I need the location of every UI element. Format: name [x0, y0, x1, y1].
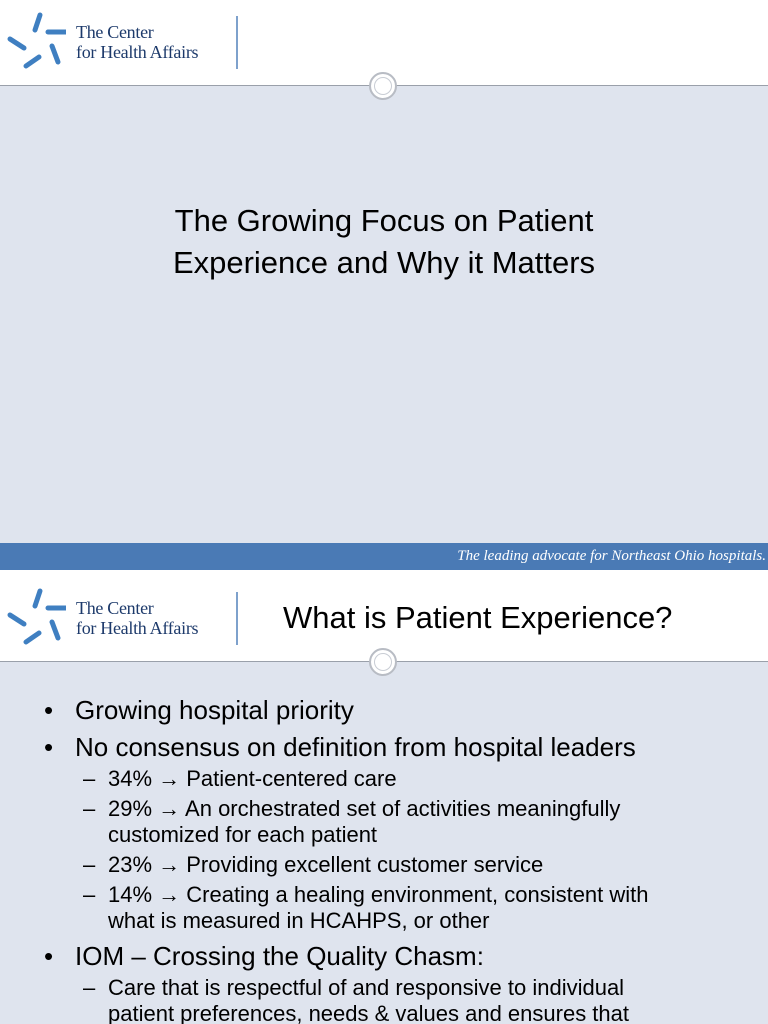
bullet-text: No consensus on definition from hospital…: [75, 732, 636, 762]
sub-bullet: 23% → Providing excellent customer servi…: [83, 852, 668, 878]
header-ornament: [369, 72, 397, 100]
logo-line: The Center: [76, 598, 154, 618]
bullet-text: IOM – Crossing the Quality Chasm:: [75, 941, 484, 971]
title-slide: The Center for Health Affairs The Growin…: [0, 0, 768, 570]
bullet-text: Growing hospital priority: [75, 695, 354, 725]
sub-bullet: 29% → An orchestrated set of activities …: [83, 796, 668, 848]
slide-title: The Growing Focus on Patient Experience …: [172, 203, 596, 280]
bullet: Growing hospital priority: [0, 692, 668, 729]
separator: [236, 592, 238, 645]
slide-title: What is Patient Experience?: [283, 600, 673, 635]
logo-line: for Health Affairs: [76, 618, 199, 638]
sub-bullet: 34% → Patient-centered care: [83, 766, 668, 792]
logo-line: for Health Affairs: [76, 42, 199, 62]
logo-text: The Center for Health Affairs: [76, 598, 199, 638]
logo-line: The Center: [76, 22, 154, 42]
slide-header: The Center for Health Affairs: [0, 0, 768, 86]
sub-bullet: 14% → Creating a healing environment, co…: [83, 882, 668, 934]
tagline: The leading advocate for Northeast Ohio …: [457, 548, 766, 564]
content-slide: The Center for Health Affairs What is Pa…: [0, 576, 768, 1024]
header-ornament: [369, 648, 397, 676]
sub-bullet: Care that is respectful of and responsiv…: [83, 975, 668, 1024]
bullet-list: Growing hospital priority No consensus on…: [0, 692, 668, 1024]
logo-star: [7, 12, 66, 69]
logo-text: The Center for Health Affairs: [76, 22, 199, 62]
slide-header: The Center for Health Affairs What is Pa…: [0, 576, 768, 662]
sub-bullet-list: 34% → Patient-centered care 29% → An orch…: [75, 766, 668, 934]
bullet: No consensus on definition from hospital…: [0, 729, 668, 934]
footer-band: The leading advocate for Northeast Ohio …: [0, 543, 768, 570]
logo-star: [7, 588, 66, 645]
separator: [236, 16, 238, 69]
sub-bullet-list: Care that is respectful of and responsiv…: [75, 975, 668, 1024]
bullet: IOM – Crossing the Quality Chasm: Care th…: [0, 938, 668, 1024]
